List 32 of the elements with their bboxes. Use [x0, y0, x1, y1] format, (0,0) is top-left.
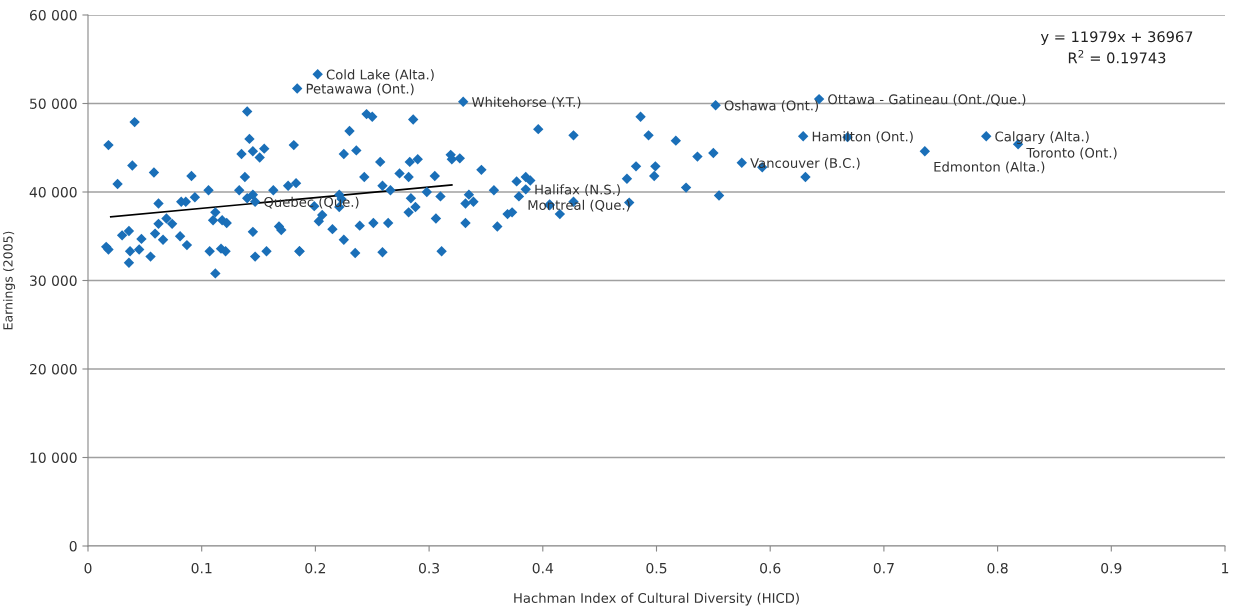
annotation: Calgary (Alta.) [995, 131, 1089, 145]
y-tick-label: 30 000 [30, 275, 77, 286]
annotation: Halifax (N.S.) [535, 184, 620, 197]
y-tick-label: 50 000 [30, 98, 77, 109]
y-tick-label: 20 000 [30, 363, 77, 375]
x-tick-label: 0.9 [1101, 562, 1122, 574]
annotation: Whitehorse (Y.T.) [471, 96, 581, 109]
y-tick-label: 60 000 [29, 9, 77, 21]
annotation: Petawawa (Ont.) [306, 83, 414, 96]
y-tick-label: 0 [69, 540, 77, 552]
annotation: R$^{2}$ = 0.19743 [1068, 49, 1166, 64]
x-tick-label: 0.5 [646, 562, 667, 574]
x-tick-label: 0.1 [191, 562, 212, 574]
y-axis-title: Earnings (2005) [3, 231, 16, 330]
annotation: Cold Lake (Alta.) [326, 69, 434, 82]
annotation: Toronto (Ont.) [1026, 147, 1117, 160]
y-tick-label: 10 000 [30, 452, 77, 463]
x-tick-label: 0.6 [760, 562, 781, 574]
x-axis-title: Hachman Index of Cultural Diversity (HICD) [514, 592, 799, 606]
x-tick-label: 0 [84, 562, 92, 574]
annotation: Edmonton (Alta.) [934, 161, 1045, 174]
x-tick-label: 1 [1222, 563, 1229, 574]
y-tick-label: 40 000 [29, 186, 77, 198]
x-tick-label: 0.4 [532, 562, 554, 574]
x-tick-label: 0.7 [873, 562, 894, 574]
x-tick-label: 0.8 [987, 562, 1008, 574]
annotation: y = 11979x + 36967 [1040, 31, 1193, 46]
annotation: Ottawa - Gatineau (Ont./Que.) [828, 94, 1026, 106]
x-tick-label: 0.2 [305, 562, 326, 574]
x-tick-label: 0.3 [418, 562, 440, 574]
annotation: Oshawa (Ont.) [724, 100, 819, 113]
annotation: Vancouver (B.C.) [750, 157, 860, 170]
